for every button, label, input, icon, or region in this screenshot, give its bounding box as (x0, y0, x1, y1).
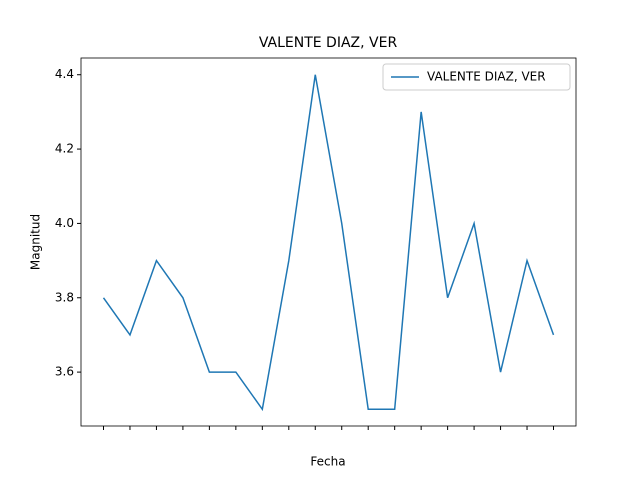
y-tick-label: 4.0 (55, 216, 74, 230)
y-tick-label: 4.4 (55, 67, 74, 81)
y-tick-label: 3.8 (55, 290, 74, 304)
plot-frame (80, 57, 577, 427)
y-tick-label: 4.2 (55, 142, 74, 156)
line (102, 74, 555, 412)
legend-box (382, 63, 571, 91)
chart-title: VALENTE DIAZ, VER (259, 35, 398, 51)
x-axis-label: Fecha (310, 455, 345, 469)
y-axis-label: Magnitud (29, 214, 43, 270)
y-tick-label: 3.6 (55, 365, 74, 379)
legend-label: VALENTE DIAZ, VER (427, 70, 546, 84)
